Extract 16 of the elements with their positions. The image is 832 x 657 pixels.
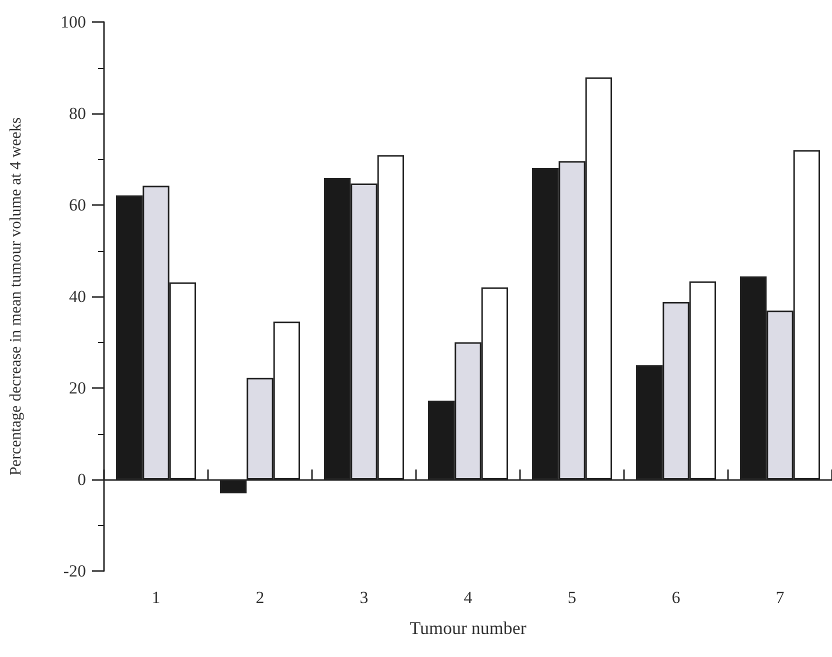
x-tick-label: 5	[568, 588, 576, 607]
y-axis-title: Percentage decrease in mean tumour volume at 4 weeks	[8, 117, 24, 476]
x-tick-label: 2	[256, 588, 264, 607]
y-tick-label: 80	[69, 104, 86, 123]
x-tick-label: 1	[152, 588, 160, 607]
x-tick-label: 6	[672, 588, 680, 607]
y-tick-label: 60	[69, 196, 86, 214]
x-tick-label: 4	[464, 588, 473, 607]
y-tick-label: 100	[60, 12, 86, 32]
x-axis-title: Tumour number	[410, 618, 526, 638]
y-tick-label: 40	[69, 287, 86, 306]
y-tick-label: -20	[63, 562, 86, 580]
y-tick-label: 0	[78, 470, 86, 489]
x-tick-label: 3	[360, 588, 368, 607]
y-tick-label: 20	[69, 378, 86, 398]
x-tick-label: 7	[776, 588, 785, 607]
